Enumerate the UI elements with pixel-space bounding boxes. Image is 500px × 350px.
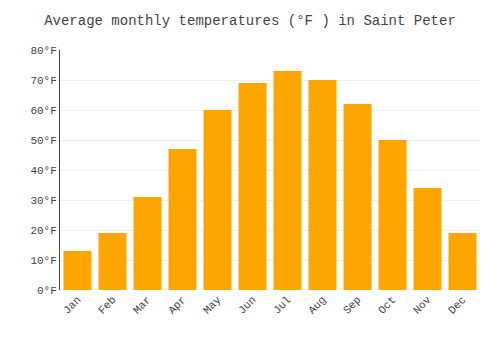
svg-text:30°F: 30°F [30, 195, 56, 207]
svg-text:70°F: 70°F [30, 75, 56, 87]
svg-text:Aug: Aug [306, 294, 328, 316]
svg-text:Mar: Mar [131, 294, 153, 316]
svg-text:Apr: Apr [166, 294, 188, 316]
svg-text:10°F: 10°F [30, 255, 56, 267]
svg-text:0°F: 0°F [37, 285, 57, 297]
svg-text:Feb: Feb [96, 294, 118, 316]
svg-text:Jun: Jun [236, 294, 258, 316]
svg-text:Sep: Sep [341, 294, 363, 316]
svg-text:May: May [201, 294, 224, 317]
svg-text:Nov: Nov [411, 294, 434, 317]
svg-text:Dec: Dec [446, 294, 468, 316]
svg-text:Oct: Oct [376, 294, 398, 316]
svg-text:80°F: 80°F [30, 45, 56, 57]
svg-text:Jul: Jul [271, 294, 293, 316]
svg-text:Average monthly temperatures (: Average monthly temperatures (°F ) in Sa… [44, 13, 456, 29]
svg-text:60°F: 60°F [30, 105, 56, 117]
svg-text:20°F: 20°F [30, 225, 56, 237]
svg-text:Jan: Jan [61, 294, 83, 316]
svg-text:50°F: 50°F [30, 135, 56, 147]
svg-text:40°F: 40°F [30, 165, 56, 177]
